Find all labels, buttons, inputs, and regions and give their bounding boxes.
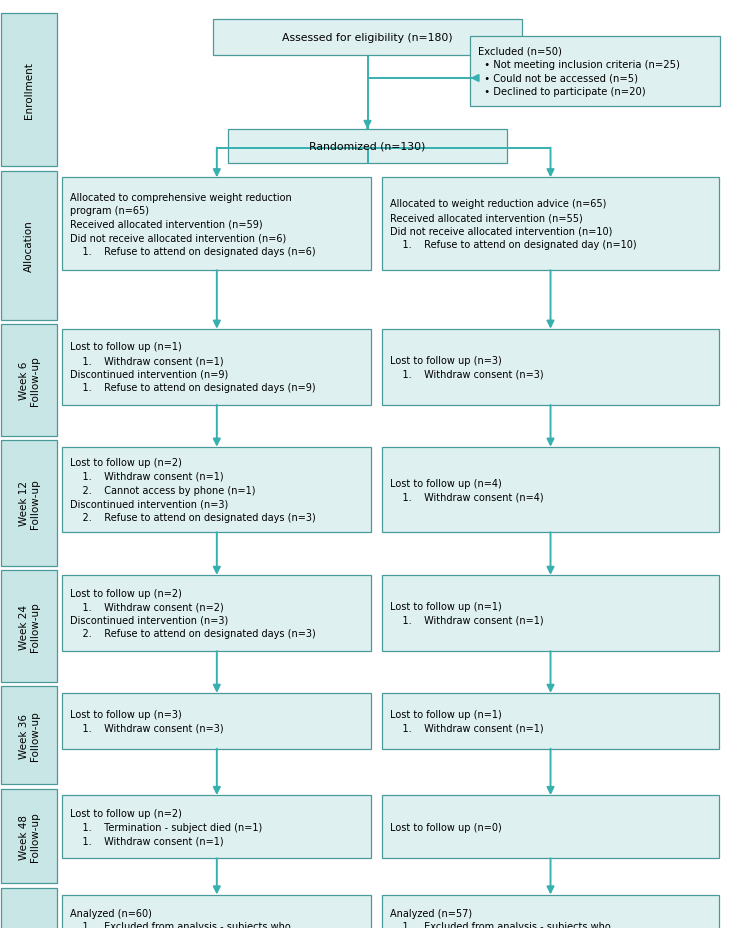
Bar [228, 130, 507, 163]
Bar [1, 789, 57, 883]
Bar [1, 14, 57, 167]
Text: Week 24
Follow-up: Week 24 Follow-up [18, 601, 40, 651]
Text: Excluded (n=50)
  • Not meeting inclusion criteria (n=25)
  • Could not be acces: Excluded (n=50) • Not meeting inclusion … [478, 46, 680, 97]
Bar [382, 447, 719, 533]
Text: Week 48
Follow-up: Week 48 Follow-up [18, 811, 40, 861]
Bar [62, 795, 371, 858]
Text: Lost to follow up (n=3)
    1.    Withdraw consent (n=3): Lost to follow up (n=3) 1. Withdraw cons… [70, 709, 223, 733]
Text: Week 6
Follow-up: Week 6 Follow-up [18, 355, 40, 406]
Text: Week 36
Follow-up: Week 36 Follow-up [18, 711, 40, 760]
Bar [62, 693, 371, 749]
Text: Enrollment: Enrollment [24, 62, 35, 119]
Text: Analyzed (n=60)
    1.    Excluded from analysis - subjects who
          lost t: Analyzed (n=60) 1. Excluded from analysi… [70, 908, 309, 928]
Text: Lost to follow up (n=1)
    1.    Withdraw consent (n=1): Lost to follow up (n=1) 1. Withdraw cons… [390, 601, 543, 625]
Bar [382, 795, 719, 858]
Text: Lost to follow up (n=0): Lost to follow up (n=0) [390, 822, 501, 831]
Text: Assessed for eligibility (n=180): Assessed for eligibility (n=180) [282, 33, 453, 43]
Text: Analyzed (n=57)
    1.    Excluded from analysis - subjects who
          lost t: Analyzed (n=57) 1. Excluded from analysi… [390, 908, 629, 928]
Bar [382, 693, 719, 749]
Text: Lost to follow up (n=2)
    1.    Termination - subject died (n=1)
    1.    Wit: Lost to follow up (n=2) 1. Termination -… [70, 808, 262, 845]
Text: Lost to follow up (n=3)
    1.    Withdraw consent (n=3): Lost to follow up (n=3) 1. Withdraw cons… [390, 355, 543, 380]
Text: Allocation: Allocation [24, 220, 35, 272]
Bar [62, 447, 371, 533]
Bar [1, 172, 57, 320]
Text: Lost to follow up (n=2)
    1.    Withdraw consent (n=2)
Discontinued interventi: Lost to follow up (n=2) 1. Withdraw cons… [70, 588, 315, 638]
Bar [213, 20, 522, 56]
Bar [62, 575, 371, 651]
Text: Lost to follow up (n=1)
    1.    Withdraw consent (n=1): Lost to follow up (n=1) 1. Withdraw cons… [390, 709, 543, 733]
Text: Allocated to comprehensive weight reduction
program (n=65)
Received allocated in: Allocated to comprehensive weight reduct… [70, 192, 315, 257]
Text: Analysis: Analysis [24, 926, 35, 928]
Bar [1, 325, 57, 436]
Text: Allocated to weight reduction advice (n=65)
Received allocated intervention (n=5: Allocated to weight reduction advice (n=… [390, 200, 637, 250]
Bar [62, 178, 371, 271]
Bar [382, 895, 719, 928]
Text: Lost to follow up (n=2)
    1.    Withdraw consent (n=1)
    2.    Cannot access: Lost to follow up (n=2) 1. Withdraw cons… [70, 458, 315, 522]
Bar [1, 441, 57, 566]
Text: Randomized (n=130): Randomized (n=130) [309, 142, 426, 151]
Bar [62, 895, 371, 928]
Bar [1, 888, 57, 928]
Bar [62, 329, 371, 406]
Bar [470, 37, 720, 107]
Text: Lost to follow up (n=1)
    1.    Withdraw consent (n=1)
Discontinued interventi: Lost to follow up (n=1) 1. Withdraw cons… [70, 342, 315, 393]
Text: Week 12
Follow-up: Week 12 Follow-up [18, 479, 40, 528]
Bar [1, 687, 57, 784]
Bar [382, 575, 719, 651]
Bar [382, 178, 719, 271]
Bar [1, 571, 57, 682]
Text: Lost to follow up (n=4)
    1.    Withdraw consent (n=4): Lost to follow up (n=4) 1. Withdraw cons… [390, 478, 543, 502]
Bar [382, 329, 719, 406]
